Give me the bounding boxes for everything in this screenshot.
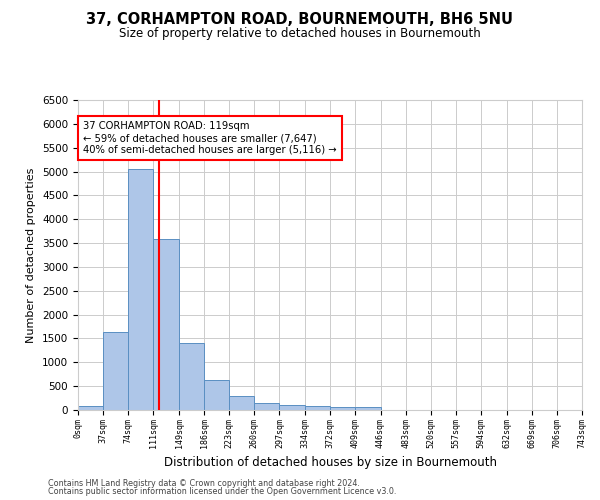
- Bar: [204, 380, 229, 410]
- Bar: [254, 403, 280, 410]
- Bar: [103, 332, 128, 410]
- Bar: [305, 406, 331, 410]
- Bar: [128, 168, 153, 410]
- Bar: [229, 396, 254, 410]
- Text: 37, CORHAMPTON ROAD, BOURNEMOUTH, BH6 5NU: 37, CORHAMPTON ROAD, BOURNEMOUTH, BH6 5N…: [86, 12, 514, 28]
- Text: Contains public sector information licensed under the Open Government Licence v3: Contains public sector information licen…: [48, 487, 397, 496]
- X-axis label: Distribution of detached houses by size in Bournemouth: Distribution of detached houses by size …: [163, 456, 497, 469]
- Bar: [280, 405, 305, 410]
- Bar: [179, 343, 204, 410]
- Y-axis label: Number of detached properties: Number of detached properties: [26, 168, 37, 342]
- Bar: [355, 408, 380, 410]
- Bar: [153, 239, 179, 410]
- Text: 37 CORHAMPTON ROAD: 119sqm
← 59% of detached houses are smaller (7,647)
40% of s: 37 CORHAMPTON ROAD: 119sqm ← 59% of deta…: [83, 122, 337, 154]
- Bar: [78, 406, 103, 410]
- Text: Contains HM Land Registry data © Crown copyright and database right 2024.: Contains HM Land Registry data © Crown c…: [48, 478, 360, 488]
- Bar: [331, 408, 355, 410]
- Text: Size of property relative to detached houses in Bournemouth: Size of property relative to detached ho…: [119, 28, 481, 40]
